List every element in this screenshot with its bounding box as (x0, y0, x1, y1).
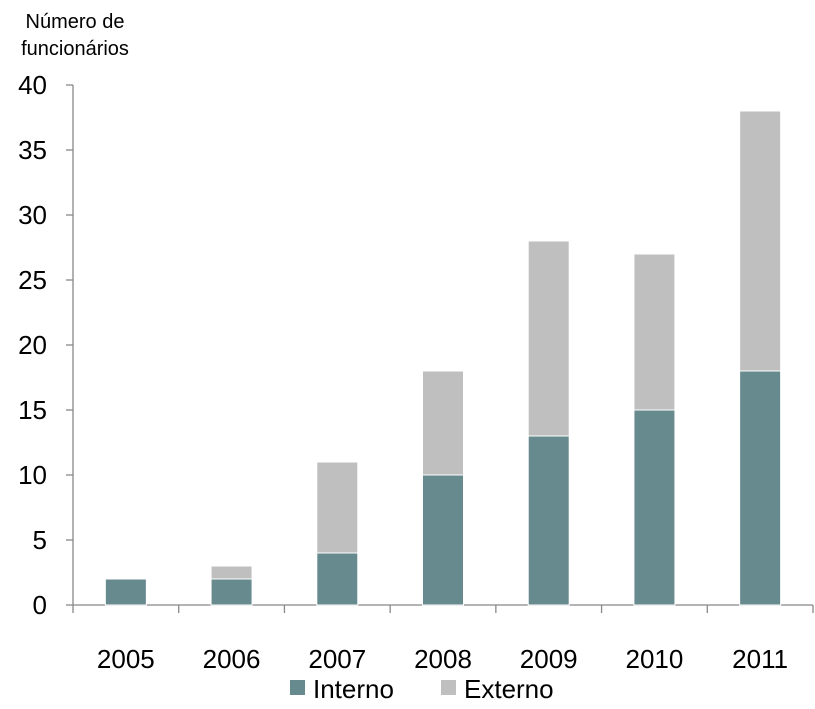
bar-interno-2008 (422, 474, 464, 606)
bar-interno-2009 (527, 435, 570, 606)
x-tick-label: 2010 (626, 644, 684, 674)
bar-externo-2008 (422, 370, 464, 476)
legend-swatch (290, 680, 305, 695)
legend-label: Interno (313, 674, 394, 704)
bar-interno-2005 (104, 578, 147, 606)
legend: Interno Externo (290, 674, 554, 704)
y-axis-title: Número de funcionários (21, 11, 129, 60)
y-axis-title-line-1: Número de (26, 11, 125, 33)
legend-item-externo: Externo (441, 674, 554, 704)
bar-externo-2009 (527, 240, 570, 437)
y-tick-label: 15 (18, 395, 47, 425)
bar-externo-2006 (210, 565, 253, 580)
y-tick-label: 20 (18, 330, 47, 360)
legend-label: Externo (464, 674, 554, 704)
axes (66, 84, 814, 613)
x-tick-label: 2011 (732, 644, 788, 674)
x-tick-labels: 2005 2006 2007 2008 2009 2010 2011 (97, 644, 788, 674)
bar-externo-2010 (633, 253, 676, 411)
y-tick-label: 5 (33, 525, 47, 555)
x-tick-label: 2005 (97, 644, 155, 674)
y-tick-label: 40 (18, 70, 47, 100)
legend-item-interno: Interno (290, 674, 394, 704)
x-tick-label: 2006 (203, 644, 261, 674)
x-tick-label: 2009 (520, 644, 578, 674)
bar-interno-2007 (316, 552, 359, 606)
bar-interno-2011 (739, 370, 782, 606)
bar-externo-2011 (739, 110, 782, 372)
bar-interno-2006 (210, 578, 253, 606)
x-tick-label: 2008 (414, 644, 472, 674)
bars (104, 110, 782, 606)
y-tick-label: 0 (33, 590, 47, 620)
bar-interno-2010 (633, 409, 676, 606)
y-tick-label: 35 (18, 135, 47, 165)
x-tick-label: 2007 (308, 644, 366, 674)
y-tick-label: 10 (18, 460, 47, 490)
legend-swatch (441, 680, 456, 695)
y-axis-title-line-2: funcionários (21, 38, 129, 60)
y-tick-label: 30 (18, 200, 47, 230)
y-tick-labels: 0 5 10 15 20 25 30 35 40 (18, 70, 47, 620)
bar-externo-2007 (316, 461, 359, 554)
y-tick-label: 25 (18, 265, 47, 295)
